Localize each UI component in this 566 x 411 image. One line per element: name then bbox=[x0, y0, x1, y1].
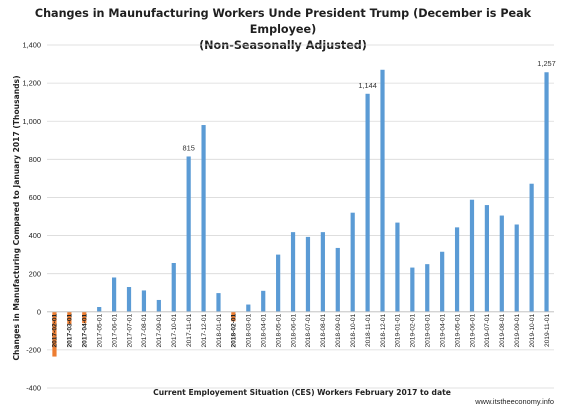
bar bbox=[246, 304, 251, 312]
y-axis-title: Changes in Manufacturing Compared to Jan… bbox=[12, 75, 21, 360]
bar-series bbox=[52, 69, 549, 357]
bar bbox=[499, 215, 504, 312]
bar bbox=[365, 93, 370, 312]
bar bbox=[380, 69, 385, 312]
bar bbox=[52, 311, 57, 357]
data-label: 1,144 bbox=[358, 81, 377, 90]
bar bbox=[350, 212, 355, 312]
x-tick-label: 2018-05-01 bbox=[275, 313, 282, 347]
y-tick-label: 800 bbox=[29, 155, 41, 164]
bar bbox=[544, 72, 549, 312]
bar bbox=[201, 125, 206, 312]
source-label: www.itstheeconomy.info bbox=[474, 397, 554, 406]
x-tick-label: 2018-02-01 bbox=[231, 313, 238, 347]
x-tick-label: 2019-10-01 bbox=[529, 313, 536, 347]
x-tick-label: 2019-11-01 bbox=[544, 313, 551, 347]
bar bbox=[529, 183, 534, 312]
x-tick-label: 2018-04-01 bbox=[261, 313, 268, 347]
x-tick-label: 2018-10-01 bbox=[350, 313, 357, 347]
y-tick-label: 400 bbox=[29, 231, 41, 240]
bar bbox=[171, 263, 176, 312]
x-tick-label: 2017-06-01 bbox=[111, 313, 118, 347]
bar bbox=[112, 277, 117, 312]
y-tick-label: 200 bbox=[29, 269, 41, 278]
bar bbox=[469, 199, 475, 312]
x-tick-label: 2019-07-01 bbox=[484, 313, 491, 347]
bar bbox=[216, 293, 221, 312]
x-tick-label: 2019-09-01 bbox=[514, 313, 521, 347]
y-axis-ticks: -400 -200 0 200 400 600 800 1,000 1,200 1,400 bbox=[23, 41, 42, 393]
bar bbox=[395, 222, 400, 312]
chart-title-block: Changes in Maunufacturing Workers Unde P… bbox=[0, 6, 566, 54]
x-tick-label: 2018-09-01 bbox=[335, 313, 342, 347]
bar bbox=[290, 232, 296, 312]
chart-title: Changes in Maunufacturing Workers Unde P… bbox=[34, 7, 532, 36]
x-tick-label: 2018-07-01 bbox=[305, 313, 312, 347]
x-tick-label: 2018-03-01 bbox=[246, 313, 253, 347]
y-tick-label: -200 bbox=[26, 345, 41, 354]
x-tick-label: 2017-12-01 bbox=[201, 313, 208, 347]
x-tick-label: 2017-07-01 bbox=[126, 313, 133, 347]
y-tick-label: 1,000 bbox=[23, 117, 42, 126]
bar bbox=[484, 205, 489, 312]
x-tick-label: 2019-01-01 bbox=[395, 313, 402, 347]
bar bbox=[141, 290, 147, 312]
x-tick-label: 2017-05-01 bbox=[96, 313, 103, 347]
bar bbox=[156, 299, 161, 312]
gridlines bbox=[47, 44, 554, 389]
bar bbox=[305, 236, 311, 312]
bar bbox=[126, 287, 132, 312]
bar bbox=[231, 311, 236, 322]
x-tick-label: 2018-12-01 bbox=[380, 313, 387, 347]
x-tick-label: 2017-04-01 bbox=[82, 313, 89, 347]
bar bbox=[425, 264, 430, 312]
x-tick-label: 2018-11-01 bbox=[365, 313, 372, 347]
bar bbox=[440, 251, 445, 312]
bar bbox=[97, 307, 102, 312]
x-tick-label: 2019-02-01 bbox=[410, 313, 417, 347]
x-tick-label: 2019-03-01 bbox=[425, 313, 432, 347]
x-tick-label: 2018-01-01 bbox=[216, 313, 223, 347]
bar bbox=[320, 232, 325, 312]
bar bbox=[261, 290, 266, 312]
y-tick-label: 1,200 bbox=[23, 79, 42, 88]
x-tick-label: 2019-06-01 bbox=[469, 313, 476, 347]
y-tick-label: 0 bbox=[37, 307, 41, 316]
data-labels: 815 1,144 1,257 bbox=[182, 59, 555, 152]
x-tick-label: 2018-08-01 bbox=[320, 313, 327, 347]
bar bbox=[410, 267, 415, 312]
x-axis-title: Current Employement Situation (CES) Work… bbox=[153, 388, 451, 397]
x-tick-label: 2017-02-01 bbox=[52, 313, 59, 347]
x-tick-label: 2019-04-01 bbox=[439, 313, 446, 347]
bar bbox=[67, 311, 72, 325]
x-tick-label: 2018-06-01 bbox=[290, 313, 297, 347]
x-tick-label: 2019-05-01 bbox=[454, 313, 461, 347]
bar bbox=[514, 224, 519, 312]
bar bbox=[276, 254, 281, 312]
y-tick-label: 1,400 bbox=[23, 41, 42, 50]
x-tick-label: 2017-08-01 bbox=[141, 313, 148, 347]
bar bbox=[335, 247, 340, 312]
bar bbox=[186, 156, 191, 312]
x-tick-label: 2019-08-01 bbox=[499, 313, 506, 347]
data-label: 1,257 bbox=[537, 59, 556, 68]
data-label: 815 bbox=[182, 143, 194, 152]
x-axis-ticks: 2017-02-01 2017-03-01 2017-04-01 2017-05-01… bbox=[52, 313, 551, 347]
x-tick-label: 2017-11-01 bbox=[186, 313, 193, 347]
x-tick-label: 2017-09-01 bbox=[156, 313, 163, 347]
chart-subtitle: (Non-Seasonally Adjusted) bbox=[199, 39, 367, 52]
y-tick-label: 600 bbox=[29, 193, 41, 202]
y-tick-label: -400 bbox=[26, 384, 41, 393]
bar bbox=[454, 227, 460, 312]
bar bbox=[82, 311, 87, 324]
x-tick-label: 2017-03-01 bbox=[67, 313, 74, 347]
x-tick-label: 2017-10-01 bbox=[171, 313, 178, 347]
